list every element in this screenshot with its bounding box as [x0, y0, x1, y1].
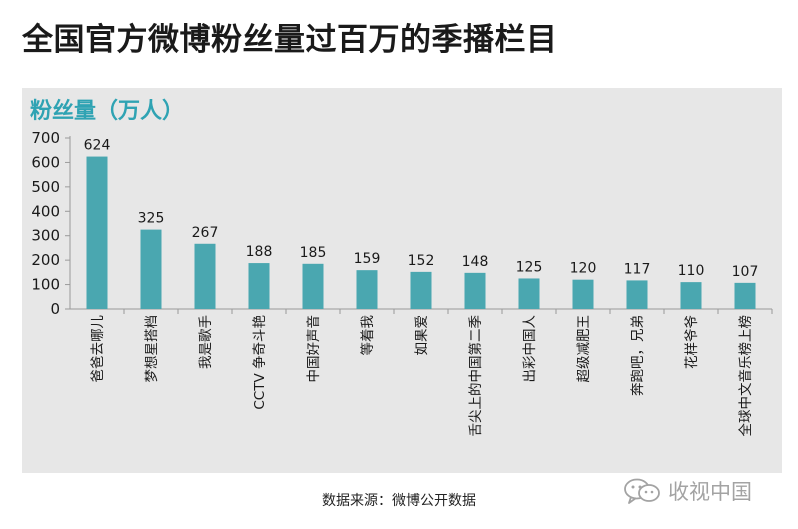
chart-title: 全国官方微博粉丝量过百万的季播栏目: [22, 22, 558, 58]
y-tick-label: 400: [31, 202, 60, 220]
data-label: 159: [354, 251, 381, 267]
data-label: 120: [570, 261, 597, 277]
category-label: 我是歌手: [198, 315, 214, 369]
y-tick-label: 0: [50, 300, 60, 318]
y-tick-label: 600: [31, 153, 60, 171]
bar: [680, 282, 702, 309]
data-label: 188: [246, 244, 273, 260]
category-label: 中国好声音: [305, 315, 322, 383]
data-label: 110: [678, 263, 705, 279]
wechat-icon: [624, 478, 660, 504]
category-label: 爸爸去哪儿: [90, 315, 106, 383]
data-label: 624: [84, 138, 111, 154]
data-label: 125: [516, 259, 543, 275]
y-tick-label: 700: [31, 129, 60, 147]
category-label: 如果爱: [414, 315, 430, 356]
bar: [572, 279, 594, 309]
y-tick-label: 100: [31, 276, 60, 294]
y-axis-label: 粉丝量（万人）: [30, 99, 185, 124]
category-label: 奔跑吧，兄弟: [630, 315, 646, 396]
watermark-text: 收视中国: [668, 480, 752, 504]
data-label: 267: [192, 225, 219, 241]
bar: [194, 243, 216, 309]
bar: [86, 156, 108, 309]
category-label: 超级减肥王: [576, 315, 592, 383]
bar: [356, 270, 378, 309]
bar: [302, 263, 324, 309]
data-label: 152: [408, 253, 435, 269]
category-label: 全球中文音乐榜上榜: [737, 315, 754, 437]
data-label: 185: [300, 245, 327, 261]
bar: [734, 282, 756, 309]
category-label: 等着我: [359, 315, 376, 356]
bar: [140, 229, 162, 309]
data-label: 148: [462, 254, 489, 270]
category-label: CCTV 争奇斗艳: [251, 315, 268, 410]
category-label: 梦想星搭档: [144, 315, 160, 383]
data-label: 325: [138, 211, 165, 227]
data-label: 117: [624, 261, 651, 277]
data-source-note: 数据来源：微博公开数据: [322, 493, 476, 509]
category-label: 花样爷爷: [684, 315, 700, 369]
bar: [518, 278, 540, 309]
bar: [248, 263, 270, 309]
y-tick-label: 200: [31, 251, 60, 269]
data-label: 107: [732, 264, 759, 280]
bar: [464, 272, 486, 309]
watermark: 收视中国: [622, 476, 752, 506]
y-tick-label: 300: [31, 227, 60, 245]
category-label: 出彩中国人: [522, 315, 538, 383]
category-label: 舌尖上的中国第二季: [467, 315, 484, 437]
bar: [410, 271, 432, 309]
bar: [626, 280, 648, 309]
y-tick-label: 500: [31, 178, 60, 196]
